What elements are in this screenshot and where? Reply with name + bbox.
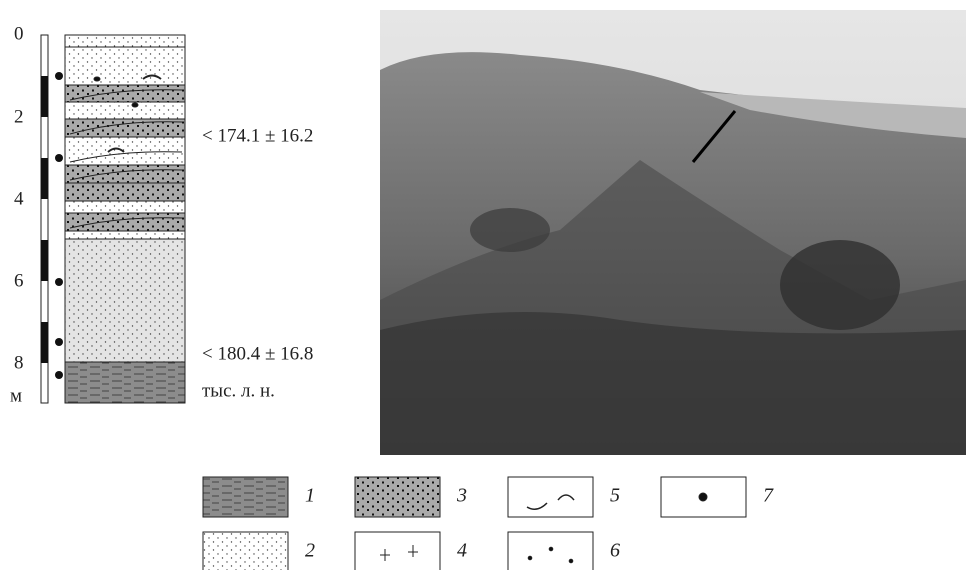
legend-number: 3	[456, 485, 467, 507]
legend-number: 1	[305, 485, 315, 507]
depth-label: 2	[14, 106, 24, 127]
depth-label: 8	[14, 352, 24, 373]
depth-label: 6	[14, 270, 24, 291]
legend-number: 4	[457, 540, 467, 562]
depth-label: 0	[14, 23, 24, 44]
legend	[202, 476, 747, 570]
legend-number: 7	[763, 485, 774, 507]
strat-column	[64, 34, 186, 404]
depth-unit: м	[10, 385, 22, 406]
photo	[380, 10, 966, 456]
legend-numbers: 1 2 3 4 5 6 7	[305, 485, 774, 562]
legend-number: 6	[610, 540, 620, 562]
age-unit: тыс. л. н.	[202, 380, 275, 401]
legend-number: 5	[610, 485, 620, 507]
age-label: < 180.4 ± 16.8	[202, 343, 313, 364]
depth-label: 4	[14, 188, 24, 209]
legend-number: 2	[305, 540, 315, 562]
depth-axis: 0 2 4 6 8 м	[10, 23, 24, 406]
scale-bar	[40, 34, 63, 404]
age-label: < 174.1 ± 16.2	[202, 125, 313, 146]
